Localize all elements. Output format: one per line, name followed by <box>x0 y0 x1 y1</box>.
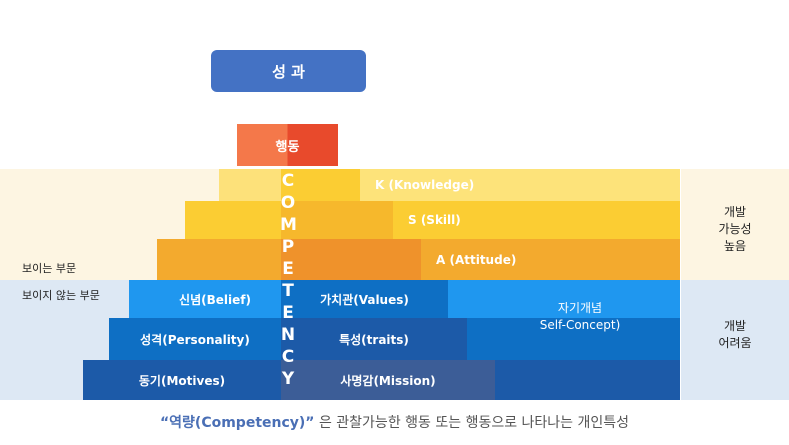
competency-letter: C <box>281 171 295 191</box>
right-divider <box>680 169 681 400</box>
competency-letter: E <box>282 303 294 323</box>
development-high-label: 개발 가능성 높음 <box>700 204 770 255</box>
dev-hard-line1: 개발 <box>723 319 747 333</box>
belief-block: 신념(Belief) <box>129 280 281 318</box>
personality-block: 성격(Personality) <box>109 318 281 360</box>
self-concept-ko: 자기개념 <box>557 301 603 315</box>
skill-tier <box>281 201 393 239</box>
competency-letter: E <box>282 259 294 279</box>
hidden-part-label: 보이지 않는 부문 <box>22 289 100 302</box>
visible-part-label: 보이는 부문 <box>22 262 77 275</box>
self-concept-label: 자기개념 Self-Concept) <box>480 300 680 334</box>
competency-letter: C <box>281 347 295 367</box>
dev-high-line1: 개발 <box>723 205 747 219</box>
competency-letter: T <box>282 281 294 301</box>
outcome-box: 성 과 <box>211 50 366 92</box>
dev-hard-line2: 어려움 <box>718 336 752 350</box>
self-concept-en: Self-Concept) <box>539 318 621 332</box>
attitude-tier-left <box>157 239 281 280</box>
motives-block: 동기(Motives) <box>83 360 281 400</box>
skill-tier-left <box>185 201 281 239</box>
traits-block: 특성(traits) <box>281 318 467 360</box>
attitude-tier <box>281 239 421 280</box>
self-concept-mid <box>467 318 680 360</box>
caption: “역량(Competency)” 은 관찰가능한 행동 또는 행동으로 나타나는… <box>0 412 789 432</box>
caption-text: 은 관찰가능한 행동 또는 행동으로 나타나는 개인특성 <box>314 415 630 431</box>
caption-emphasis: “역량(Competency)” <box>159 415 315 431</box>
dev-high-line3: 높음 <box>723 239 747 253</box>
competency-letter: Y <box>281 369 295 389</box>
knowledge-tier-left <box>219 169 281 201</box>
self-concept-bottom <box>495 360 680 400</box>
attitude-label: A (Attitude) <box>421 239 680 280</box>
competency-letter: M <box>280 215 297 235</box>
values-block: 가치관(Values) <box>281 280 448 318</box>
competency-letter: P <box>281 237 295 257</box>
knowledge-tier <box>281 169 360 201</box>
skill-label: S (Skill) <box>393 201 680 239</box>
behavior-block: 행동 <box>237 124 338 166</box>
self-concept-top <box>448 280 680 318</box>
knowledge-label: K (Knowledge) <box>360 169 680 201</box>
mission-block: 사명감(Mission) <box>281 360 495 400</box>
dev-high-line2: 가능성 <box>718 222 752 236</box>
competency-letter: N <box>280 325 296 345</box>
competency-letter: O <box>280 193 296 213</box>
development-hard-label: 개발 어려움 <box>700 318 770 352</box>
